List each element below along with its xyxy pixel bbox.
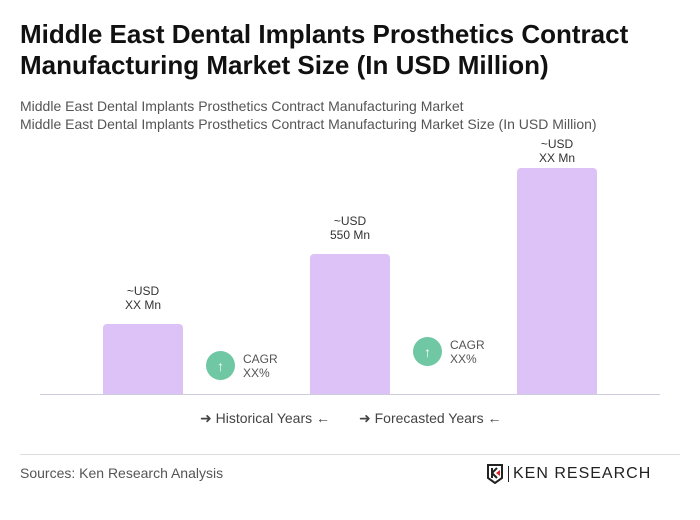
subtitle-2: Middle East Dental Implants Prosthetics … [20, 116, 597, 132]
arrow-right-icon: ➜ [200, 410, 216, 426]
bar-label-3: ~USD XX Mn [538, 137, 575, 165]
legend-historical: ➜ Historical Years ← [200, 410, 331, 426]
arrow-right-icon: ➜ [359, 410, 375, 426]
arrow-left-icon: ← [483, 410, 502, 426]
arrow-left-icon: ← [312, 410, 331, 426]
legend-forecasted: ➜ Forecasted Years ← [359, 410, 502, 426]
bar-label-2: ~USD 550 Mn [329, 214, 371, 242]
bar-label-1: ~USD XX Mn [124, 284, 161, 312]
arrow-up-icon: ↑ [206, 351, 235, 380]
bar-3 [517, 168, 597, 394]
cagr-badge-1: ↑ CAGR XX% [206, 351, 278, 380]
x-axis [40, 394, 660, 395]
ken-research-logo: KEN RESEARCH [486, 464, 651, 484]
bar-2 [310, 254, 390, 394]
cagr-badge-2: ↑ CAGR XX% [413, 337, 485, 366]
arrow-up-icon: ↑ [413, 337, 442, 366]
logo-mark-icon [487, 464, 503, 484]
page-title: Middle East Dental Implants Prosthetics … [20, 19, 629, 80]
sources: Sources: Ken Research Analysis [20, 465, 224, 481]
subtitle: Middle East Dental Implants Prosthetics … [20, 98, 464, 114]
bar-1 [103, 324, 183, 394]
divider [20, 454, 680, 455]
